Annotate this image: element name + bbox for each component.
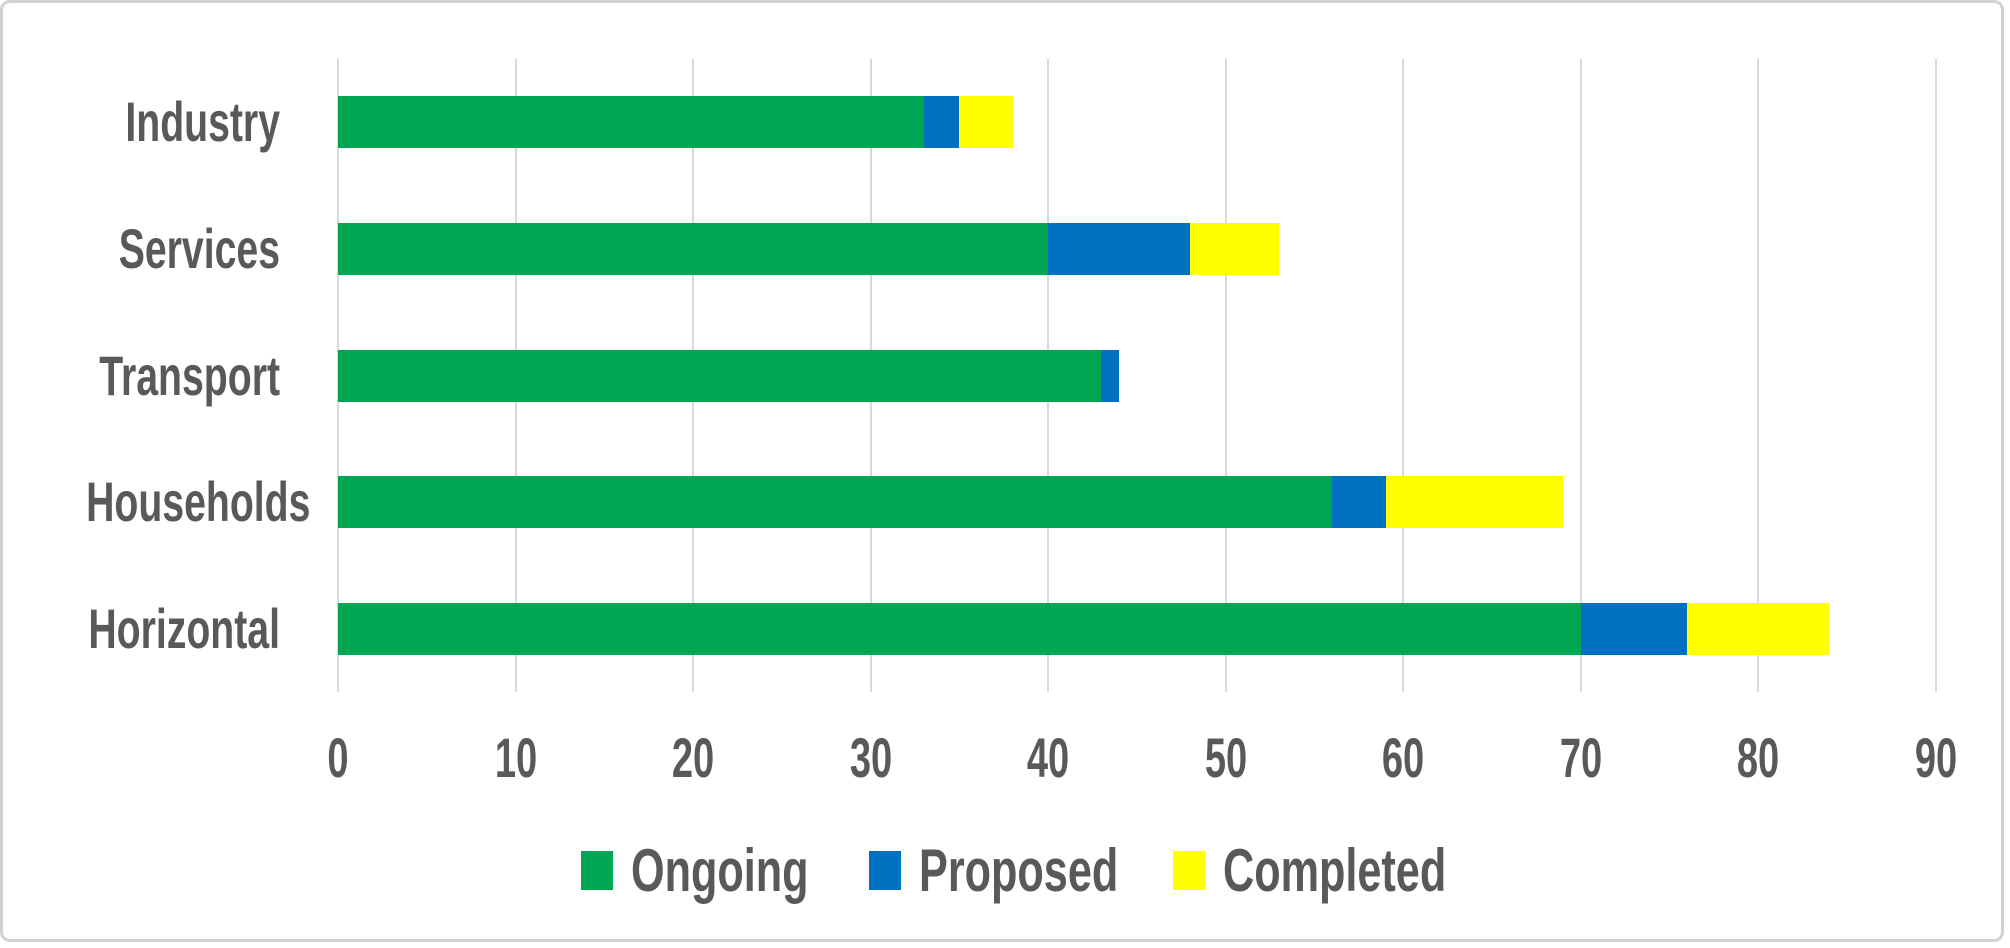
- gridline-60: [1402, 59, 1405, 692]
- tick-label-30: 30: [849, 726, 892, 789]
- bar-segment-ongoing-services: [338, 222, 1049, 275]
- gridline-90: [1934, 59, 1937, 692]
- tick-label-0: 0: [327, 726, 349, 789]
- gridline-70: [1579, 59, 1582, 692]
- tick-label-20: 20: [671, 726, 715, 789]
- legend-swatch-proposed: [869, 851, 901, 890]
- legend-label-ongoing: Ongoing: [631, 836, 809, 904]
- bar-segment-proposed-transport: [1101, 349, 1120, 402]
- bar-segment-proposed-industry: [923, 96, 960, 149]
- legend-label-completed: Completed: [1223, 836, 1447, 904]
- tick-label-50: 50: [1204, 726, 1247, 789]
- tick-label-70: 70: [1559, 726, 1603, 789]
- tick-label-90: 90: [1914, 726, 1958, 789]
- gridline-80: [1757, 59, 1760, 692]
- tick-label-60: 60: [1382, 726, 1425, 789]
- bar-segment-proposed-horizontal: [1580, 602, 1688, 655]
- legend-swatch-completed: [1173, 851, 1205, 890]
- bar-segment-proposed-households: [1332, 476, 1386, 529]
- legend-label-proposed: Proposed: [919, 836, 1119, 904]
- legend-swatch-ongoing: [581, 851, 613, 890]
- category-label-services: Services: [118, 216, 280, 280]
- tick-label-40: 40: [1027, 726, 1070, 789]
- bar-segment-completed-industry: [959, 96, 1013, 149]
- bar-segment-completed-horizontal: [1687, 602, 1830, 655]
- tick-label-10: 10: [494, 726, 537, 789]
- bar-segment-ongoing-transport: [338, 349, 1102, 402]
- category-label-households: Households: [86, 470, 311, 534]
- category-label-transport: Transport: [99, 343, 280, 407]
- bar-segment-ongoing-households: [338, 476, 1333, 529]
- category-label-industry: Industry: [125, 90, 280, 154]
- tick-label-80: 80: [1737, 726, 1780, 789]
- bar-segment-completed-households: [1385, 476, 1564, 529]
- bar-segment-ongoing-industry: [338, 96, 924, 149]
- bar-segment-proposed-services: [1048, 222, 1191, 275]
- bar-segment-ongoing-horizontal: [338, 602, 1581, 655]
- bar-segment-completed-services: [1190, 222, 1279, 275]
- category-label-horizontal: Horizontal: [88, 596, 280, 660]
- gridline-50: [1224, 59, 1227, 692]
